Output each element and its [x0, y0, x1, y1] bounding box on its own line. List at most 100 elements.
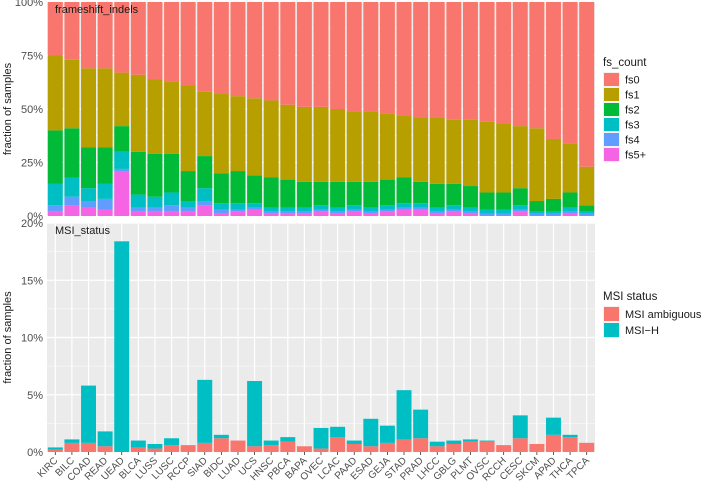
- bar-segment: [429, 2, 445, 118]
- legend-key: [604, 133, 619, 146]
- y-tick-label: 75%: [21, 51, 43, 63]
- bar-segment: [446, 119, 462, 184]
- bar-segment: [180, 201, 196, 208]
- bar-segment: [462, 186, 478, 208]
- bar-segment: [263, 440, 279, 446]
- bar-segment: [363, 2, 379, 112]
- bar-segment: [413, 409, 429, 439]
- bar-segment: [396, 207, 412, 210]
- bar-segment: [81, 385, 96, 443]
- y-tick-label: 15%: [21, 275, 43, 287]
- bar-segment: [529, 128, 545, 202]
- bar-segment: [130, 207, 146, 212]
- bar-segment: [529, 211, 545, 214]
- bar-segment: [429, 441, 445, 447]
- msi-panel: 0% 5% 10% 15% 20% MSI_status fraction of sampl…: [2, 218, 595, 484]
- bar-segment: [81, 442, 96, 452]
- bar-segment: [147, 443, 163, 449]
- bar-segment: [81, 68, 96, 148]
- bar-segment: [213, 434, 229, 439]
- bar-segment: [130, 2, 146, 75]
- legend-key: [604, 323, 619, 337]
- bar-segment: [47, 447, 63, 450]
- bar-segment: [346, 205, 362, 210]
- bar-segment: [280, 207, 296, 212]
- bar-segment: [379, 209, 395, 212]
- bar-segment: [579, 213, 595, 216]
- y-tick-label: 10%: [21, 333, 43, 345]
- bar-segment: [197, 442, 213, 452]
- bar-segment: [330, 181, 346, 208]
- bar-segment: [413, 207, 429, 210]
- bar-segment: [296, 2, 312, 107]
- bar-segment: [396, 203, 412, 208]
- bar-segment: [562, 207, 578, 212]
- bar-segment: [346, 2, 362, 112]
- bar-segment: [147, 448, 163, 452]
- legend-label: fs3: [625, 120, 640, 132]
- bar-segment: [164, 211, 180, 216]
- y-tick-label: 0%: [27, 447, 43, 459]
- bar-segment: [379, 113, 395, 180]
- bar-segment: [379, 2, 395, 114]
- bar-segment: [462, 441, 478, 452]
- bar-segment: [247, 381, 263, 447]
- bar-segment: [562, 213, 578, 216]
- fs-count-legend: fs_count fs0 fs1 fs2 fs3 fs4 fs5+: [603, 57, 647, 162]
- bar-segment: [313, 2, 329, 107]
- legend-key: [604, 148, 619, 161]
- bar-segment: [479, 441, 495, 452]
- bar-segment: [64, 439, 80, 443]
- bar-segment: [479, 440, 495, 442]
- bar-segment: [197, 201, 213, 206]
- bar-segment: [313, 106, 329, 182]
- bar-segment: [147, 79, 163, 154]
- bar-segment: [81, 147, 96, 189]
- bar-segment: [330, 2, 346, 109]
- bar-segment: [164, 2, 180, 82]
- bar-segment: [363, 207, 379, 212]
- bar-segment: [263, 211, 279, 214]
- bar-segment: [396, 177, 412, 204]
- bar-segment: [379, 211, 395, 216]
- bar-segment: [346, 440, 362, 444]
- bar-segment: [396, 2, 412, 116]
- bar-segment: [363, 181, 379, 208]
- bar-segment: [197, 205, 213, 216]
- bar-segment: [562, 192, 578, 208]
- bar-segment: [114, 2, 130, 73]
- bar-segment: [64, 59, 80, 129]
- bar-segment: [512, 211, 528, 216]
- bar-segment: [47, 130, 63, 184]
- bar-segment: [562, 143, 578, 193]
- bar-segment: [446, 2, 462, 120]
- bar-segment: [197, 156, 213, 189]
- bar-segment: [64, 442, 80, 452]
- bar-segment: [479, 2, 495, 122]
- bar-segment: [363, 111, 379, 182]
- bar-segment: [429, 211, 445, 214]
- bar-segment: [280, 441, 296, 452]
- bar-segment: [346, 443, 362, 452]
- bar-segment: [230, 2, 246, 97]
- bar-segment: [296, 106, 312, 182]
- bar-segment: [230, 211, 246, 216]
- bar-segment: [496, 213, 512, 216]
- bar-segment: [130, 440, 146, 448]
- bar-segment: [546, 213, 561, 216]
- bar-segment: [363, 213, 379, 216]
- bar-segment: [346, 181, 362, 206]
- bar-segment: [197, 379, 213, 443]
- bar-segment: [180, 85, 196, 172]
- bar-segment: [446, 183, 462, 206]
- bar-segment: [213, 173, 229, 204]
- legend-label: fs2: [625, 105, 640, 117]
- bar-segment: [512, 188, 528, 206]
- bar-segment: [130, 151, 146, 195]
- bar-segment: [247, 175, 263, 204]
- bar-segment: [462, 207, 478, 212]
- bar-segment: [114, 126, 130, 152]
- y-tick-label: 100%: [15, 0, 43, 9]
